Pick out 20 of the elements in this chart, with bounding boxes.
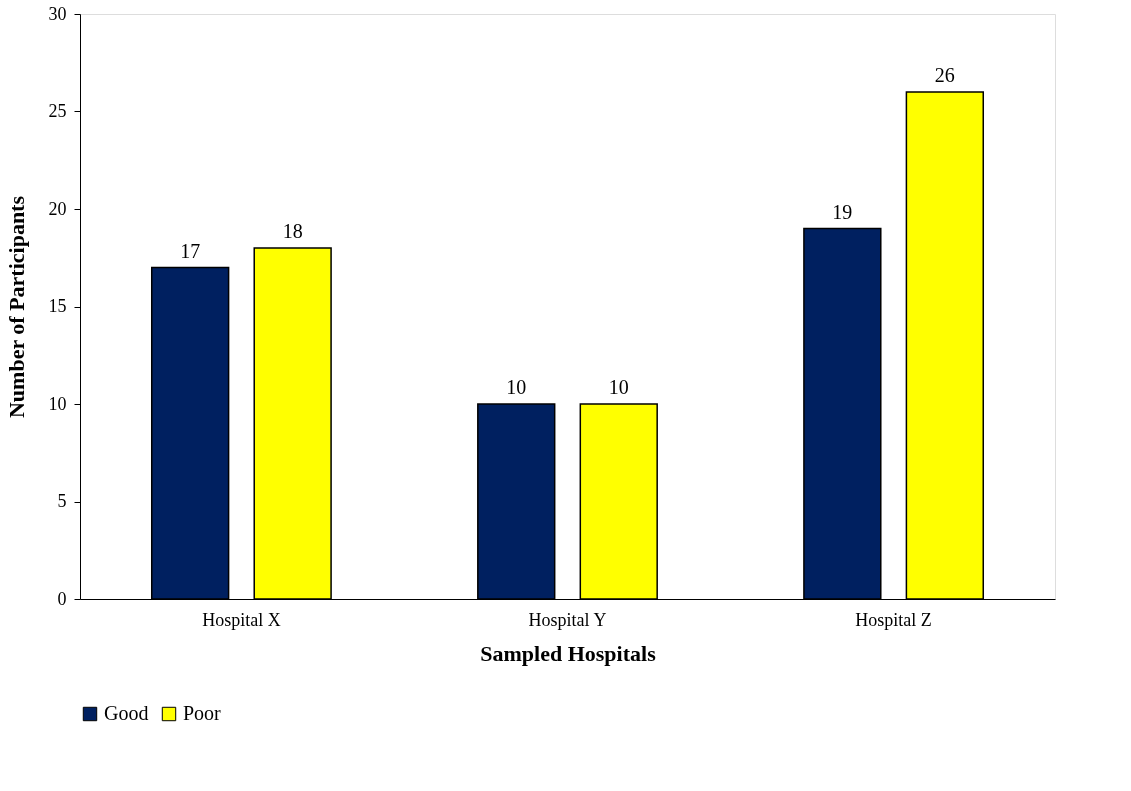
y-tick-label: 5 — [57, 491, 67, 511]
y-tick-label: 30 — [48, 3, 67, 24]
x-axis-title: Sampled Hospitals — [480, 640, 657, 666]
data-label: 18 — [282, 220, 303, 242]
legend-label: Good — [104, 702, 149, 724]
y-axis-title: Number of Participants — [3, 195, 29, 419]
data-label: 19 — [832, 200, 853, 223]
legend-label: Poor — [183, 702, 222, 724]
data-label: 10 — [506, 376, 527, 398]
y-tick-label: 0 — [57, 588, 67, 609]
x-tick-label: Hospital X — [202, 609, 281, 630]
data-label: 10 — [608, 376, 629, 398]
x-tick-label: Hospital Y — [528, 609, 607, 630]
y-tick-label: 10 — [48, 393, 67, 414]
data-label: 17 — [180, 239, 201, 262]
y-tick-label: 20 — [48, 198, 67, 219]
y-tick-label: 15 — [48, 296, 67, 316]
x-tick-label: Hospital Z — [855, 609, 932, 630]
y-tick-label: 25 — [48, 101, 67, 121]
data-label: 26 — [934, 64, 955, 86]
